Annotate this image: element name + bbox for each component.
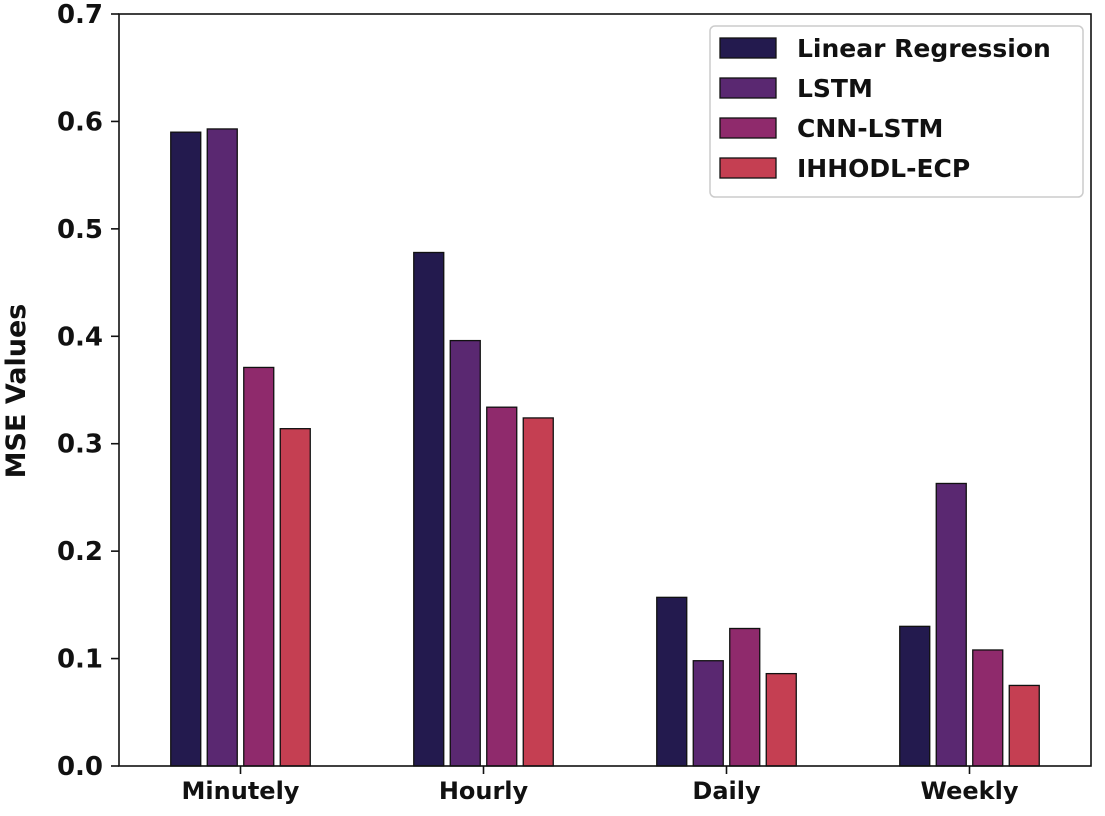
y-tick-label: 0.6 <box>57 107 103 137</box>
bar-ihhodl-ecp-hourly <box>522 417 554 767</box>
bar-ihhodl-ecp-minutely <box>279 428 311 767</box>
bar-lstm-minutely <box>206 128 238 767</box>
y-tick-label: 0.0 <box>57 752 103 782</box>
bar-lstm-hourly <box>449 339 481 767</box>
x-tick-label-weekly: Weekly <box>920 777 1018 805</box>
bars-layer <box>170 128 1040 767</box>
y-tick-label: 0.1 <box>57 645 103 675</box>
bar-cnn-lstm-minutely <box>243 366 275 767</box>
bar-linear-regression-hourly <box>413 251 445 767</box>
y-tick-label: 0.2 <box>57 537 103 567</box>
legend-label-linear-regression: Linear Regression <box>797 34 1051 63</box>
y-axis-label: MSE Values <box>1 304 32 479</box>
legend-swatch-lstm <box>719 77 777 99</box>
y-tick-label: 0.5 <box>57 215 103 245</box>
bar-ihhodl-ecp-weekly <box>1008 684 1040 767</box>
x-tick-label-minutely: Minutely <box>182 777 300 805</box>
bar-lstm-weekly <box>935 482 967 767</box>
legend-box <box>709 25 1084 198</box>
bar-cnn-lstm-daily <box>729 627 761 767</box>
bar-linear-regression-minutely <box>170 131 202 767</box>
bar-lstm-daily <box>692 660 724 767</box>
bar-cnn-lstm-weekly <box>972 649 1004 767</box>
y-tick-label: 0.3 <box>57 430 103 460</box>
y-tick-label: 0.4 <box>57 322 103 352</box>
bar-cnn-lstm-hourly <box>486 406 518 767</box>
bar-ihhodl-ecp-daily <box>765 672 797 767</box>
x-tick-label-hourly: Hourly <box>439 777 529 805</box>
y-tick-label: 0.7 <box>57 0 103 30</box>
legend-label-lstm: LSTM <box>797 74 873 103</box>
legend-label-cnn-lstm: CNN-LSTM <box>797 114 943 143</box>
plot-frame <box>118 13 1092 767</box>
legend: Linear Regression LSTM CNN-LSTM IHHODL-ECP <box>709 25 1084 198</box>
y-axis: 0.0 0.1 0.2 0.3 0.4 0.5 0.6 0.7 <box>57 0 119 782</box>
legend-swatch-linear-regression <box>719 37 777 59</box>
legend-swatch-cnn-lstm <box>719 117 777 139</box>
legend-label-ihhodl-ecp: IHHODL-ECP <box>797 154 970 183</box>
x-tick-label-daily: Daily <box>692 777 761 805</box>
x-axis: Minutely Hourly Daily Weekly <box>182 766 1019 805</box>
bar-linear-regression-daily <box>656 596 688 767</box>
bar-linear-regression-weekly <box>899 625 931 767</box>
legend-swatch-ihhodl-ecp <box>719 157 777 179</box>
